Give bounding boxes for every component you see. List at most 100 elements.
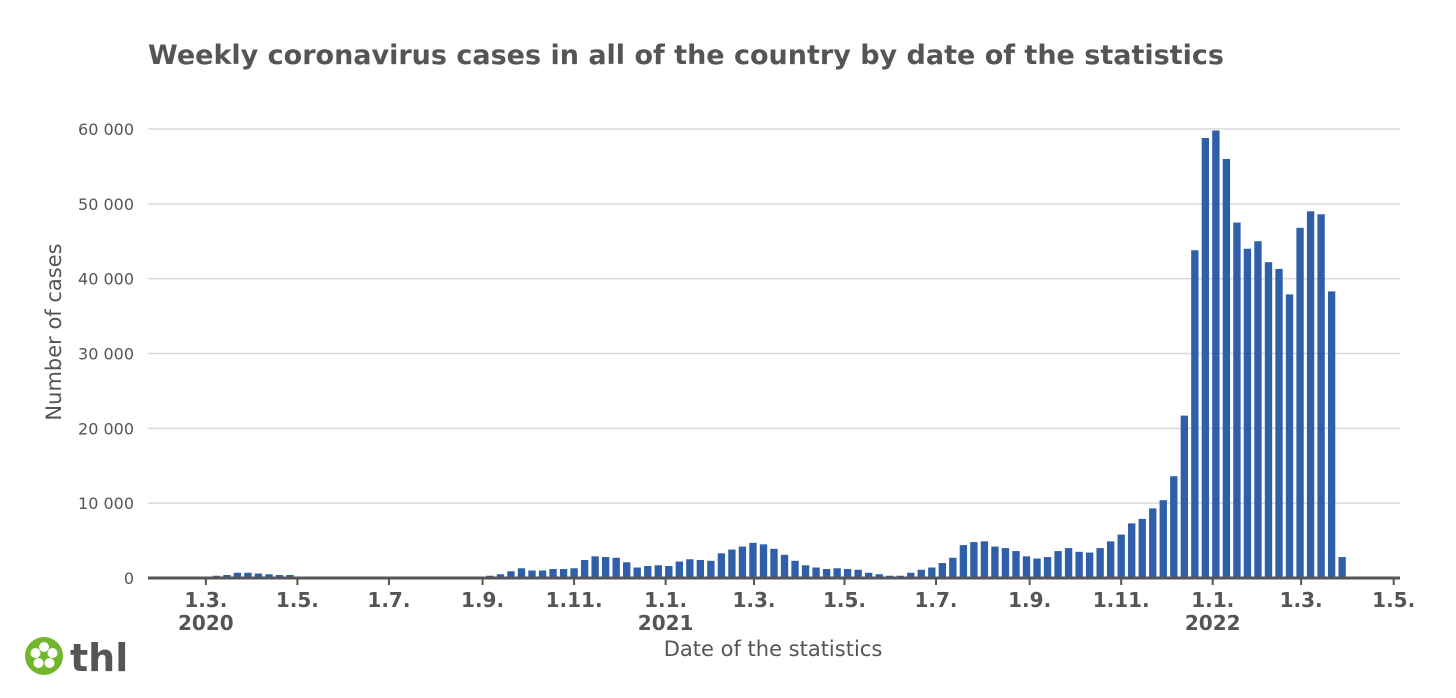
bar [517,568,526,578]
bar [1117,534,1125,578]
bar [244,572,252,578]
x-tick-label: 1.11. [1093,588,1150,612]
bar [970,542,978,578]
x-tick-label: 1.7. [915,588,958,612]
bar [496,574,505,578]
bar [1149,508,1157,578]
bar [1138,518,1146,578]
bar [654,565,662,578]
bar [1001,548,1010,578]
bar [1170,476,1178,578]
x-tick-label: 1.3. [184,588,227,612]
bar [949,557,957,578]
y-tick-label: 10 000 [78,494,134,513]
bar [633,567,641,578]
y-axis-ticks: 0 10 000 20 000 30 000 40 000 50 000 60 000 [78,120,134,588]
x-tick-label: 1.5. [276,588,319,612]
x-axis-label: Date of the statistics [664,637,883,661]
bar [717,553,726,578]
bar [1022,556,1031,578]
bar [707,560,715,578]
bar [780,554,789,578]
bar [917,569,925,578]
bar [265,574,273,578]
bar [623,562,631,578]
bar [1212,130,1220,578]
thl-logo: thl [24,630,144,682]
bar [1075,551,1083,578]
bar [1054,551,1062,578]
bar [528,570,536,578]
bar [1264,262,1273,578]
bar [601,557,610,578]
logo-text: thl [70,636,128,680]
bar [696,560,705,578]
bar [559,569,568,578]
bar [1180,415,1188,578]
bar [1327,291,1336,578]
x-tick-label: 1.7. [367,588,410,612]
bar [728,549,736,578]
thl-flower-logo-icon: thl [25,636,128,680]
x-tick-year-label: 2021 [638,611,694,635]
bar [1191,250,1199,579]
bar [1275,268,1283,578]
x-tick-label: 1.3. [1280,588,1323,612]
bar [1243,248,1252,579]
bar [686,559,694,578]
bar [570,568,578,578]
bar [233,572,242,578]
bar [854,569,862,578]
y-tick-label: 30 000 [78,345,134,364]
bar [1317,214,1325,578]
bar [907,572,915,578]
bar [749,542,757,578]
x-tick-label: 1.5. [823,588,866,612]
bar [1106,541,1115,578]
bar [1306,211,1315,578]
bar [1012,551,1020,578]
bar [759,544,768,578]
y-tick-label: 60 000 [78,120,134,139]
y-axis-label: Number of cases [42,243,66,420]
bar [665,566,673,578]
bar [980,541,989,578]
bar [1085,552,1094,578]
x-tick-label: 1.1. [1191,588,1234,612]
bar [991,546,999,578]
bar [254,573,263,578]
bar [1338,557,1346,578]
bar [1033,558,1041,578]
x-tick-label: 1.3. [732,588,775,612]
x-tick-year-label: 2022 [1185,611,1241,635]
bar [612,557,620,578]
bar [675,561,683,578]
bar [1285,294,1294,578]
bar [738,546,747,578]
bar [644,566,652,578]
bar [549,569,557,578]
bar [822,569,831,578]
bar [875,574,883,578]
bar [1296,227,1304,578]
x-tick-year-label: 2020 [178,611,234,635]
bar [801,565,810,578]
y-tick-label: 0 [124,569,134,588]
x-tick-label: 1.9. [461,588,504,612]
chart-title: Weekly coronavirus cases in all of the c… [148,40,1224,71]
bar [1096,548,1104,578]
bar [833,568,841,578]
bar [770,548,778,578]
bar [959,545,968,578]
bar [591,556,599,578]
bar [1254,241,1262,578]
bar [865,572,873,578]
x-tick-label: 1.5. [1372,588,1415,612]
bar [1233,222,1241,579]
bar [938,563,947,578]
x-tick-label: 1.9. [1008,588,1051,612]
bar [1222,158,1231,578]
gridlines [148,128,1400,504]
bar [843,569,852,578]
bar [580,560,589,578]
